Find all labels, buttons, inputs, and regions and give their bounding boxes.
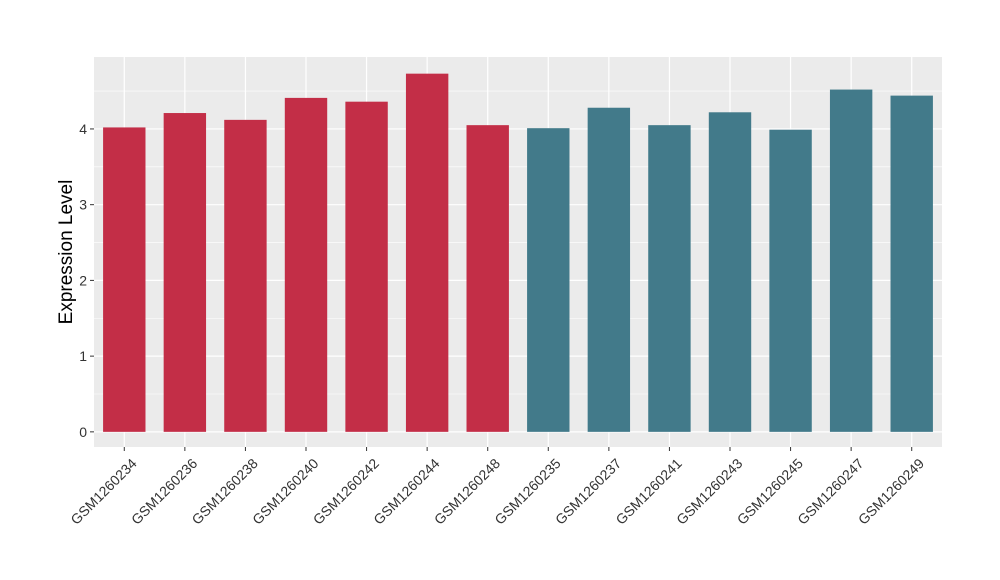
bar-GSM1260236: [163, 113, 207, 432]
bar-GSM1260245: [769, 129, 812, 432]
y-tick-label: 0: [79, 424, 87, 440]
bar-GSM1260237: [587, 107, 631, 432]
bar-GSM1260249: [890, 95, 933, 432]
y-tick-label: 1: [79, 348, 87, 364]
y-axis-title: Expression Level: [56, 180, 77, 325]
bar-GSM1260247: [829, 89, 873, 432]
bar-GSM1260242: [345, 101, 388, 432]
y-tick-label: 3: [79, 197, 87, 213]
bar-GSM1260234: [103, 127, 146, 432]
bar-GSM1260244: [405, 73, 449, 432]
y-axis: 0 1 2 3 4: [79, 121, 94, 440]
bar-GSM1260240: [284, 97, 328, 432]
bar-GSM1260238: [224, 119, 267, 432]
bar-GSM1260241: [648, 125, 691, 432]
bar-GSM1260243: [708, 112, 752, 432]
y-tick-label: 2: [79, 272, 87, 288]
x-axis: GSM1260234GSM1260236GSM1260238GSM1260240…: [67, 447, 927, 528]
bar-GSM1260248: [466, 125, 509, 432]
bars: [103, 73, 933, 432]
y-tick-label: 4: [79, 121, 87, 137]
bar-GSM1260235: [527, 128, 570, 432]
plot-panel: [94, 57, 942, 447]
